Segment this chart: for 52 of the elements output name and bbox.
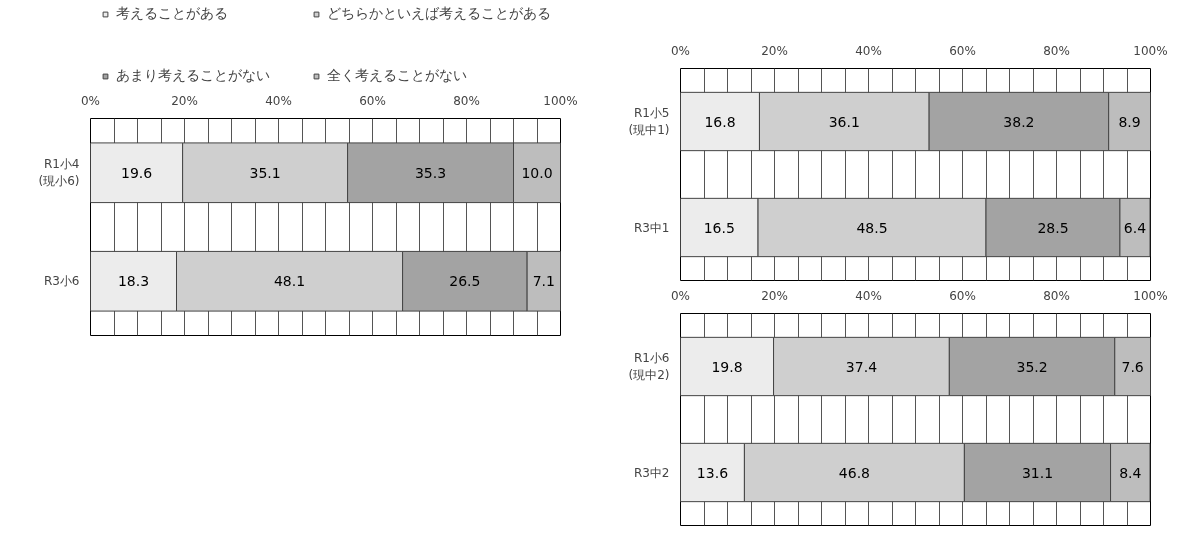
- x-tick-label: 80%: [1043, 43, 1070, 58]
- legend-label: 全く考えることがない: [327, 66, 467, 85]
- legend-label: 考えることがある: [116, 4, 228, 23]
- data-label: 8.9: [1118, 113, 1141, 130]
- y-tick-label: R3中1: [633, 220, 670, 235]
- data-label: 35.1: [249, 164, 281, 181]
- x-tick-label: 60%: [359, 93, 386, 108]
- data-label: 46.8: [838, 464, 870, 481]
- data-label: 36.1: [828, 113, 860, 130]
- data-label: 38.2: [1003, 113, 1035, 130]
- data-label: 8.4: [1119, 464, 1142, 481]
- x-tick-label: 100%: [1133, 288, 1168, 303]
- x-tick-label: 100%: [1133, 43, 1168, 58]
- data-label: 48.5: [856, 219, 888, 236]
- y-tick-label: R1小4 (現小6): [38, 157, 80, 189]
- x-tick-label: 80%: [1043, 288, 1070, 303]
- data-label: 18.3: [117, 273, 150, 290]
- legend-label: どちらかといえば考えることがある: [327, 4, 551, 23]
- x-tick-label: 20%: [761, 288, 788, 303]
- x-tick-label: 0%: [670, 288, 691, 303]
- data-label: 7.6: [1121, 358, 1144, 375]
- y-tick-label: R3小6: [43, 274, 80, 289]
- legend-label: あまり考えることがない: [116, 66, 270, 85]
- data-label: 28.5: [1037, 219, 1069, 236]
- x-tick-label: 20%: [171, 93, 198, 108]
- data-label: 19.8: [711, 358, 743, 375]
- data-label: 35.2: [1016, 358, 1048, 375]
- x-tick-label: 0%: [80, 93, 101, 108]
- x-tick-label: 60%: [949, 288, 976, 303]
- data-label: 16.5: [703, 219, 735, 236]
- data-label: 13.6: [696, 464, 729, 481]
- data-label: 7.1: [532, 273, 555, 290]
- data-label: 26.5: [449, 273, 481, 290]
- x-tick-label: 20%: [761, 43, 788, 58]
- data-label: 16.8: [704, 113, 736, 130]
- y-tick-label: R3中2: [633, 465, 670, 480]
- data-label: 31.1: [1021, 464, 1054, 481]
- data-label: 48.1: [273, 273, 306, 290]
- x-tick-label: 80%: [453, 93, 480, 108]
- y-tick-label: R1小5 (現中1): [628, 106, 670, 137]
- data-label: 37.4: [845, 358, 878, 375]
- x-tick-label: 60%: [949, 43, 976, 58]
- data-label: 6.4: [1123, 219, 1147, 236]
- data-label: 35.3: [414, 164, 447, 181]
- x-tick-label: 40%: [855, 43, 882, 58]
- x-tick-label: 0%: [670, 43, 691, 58]
- y-tick-label: R1小6 (現中2): [628, 351, 670, 382]
- x-tick-label: 100%: [543, 93, 578, 108]
- x-tick-label: 40%: [265, 93, 292, 108]
- data-label: 10.0: [521, 164, 553, 181]
- x-tick-label: 40%: [855, 288, 882, 303]
- data-label: 19.6: [120, 164, 153, 181]
